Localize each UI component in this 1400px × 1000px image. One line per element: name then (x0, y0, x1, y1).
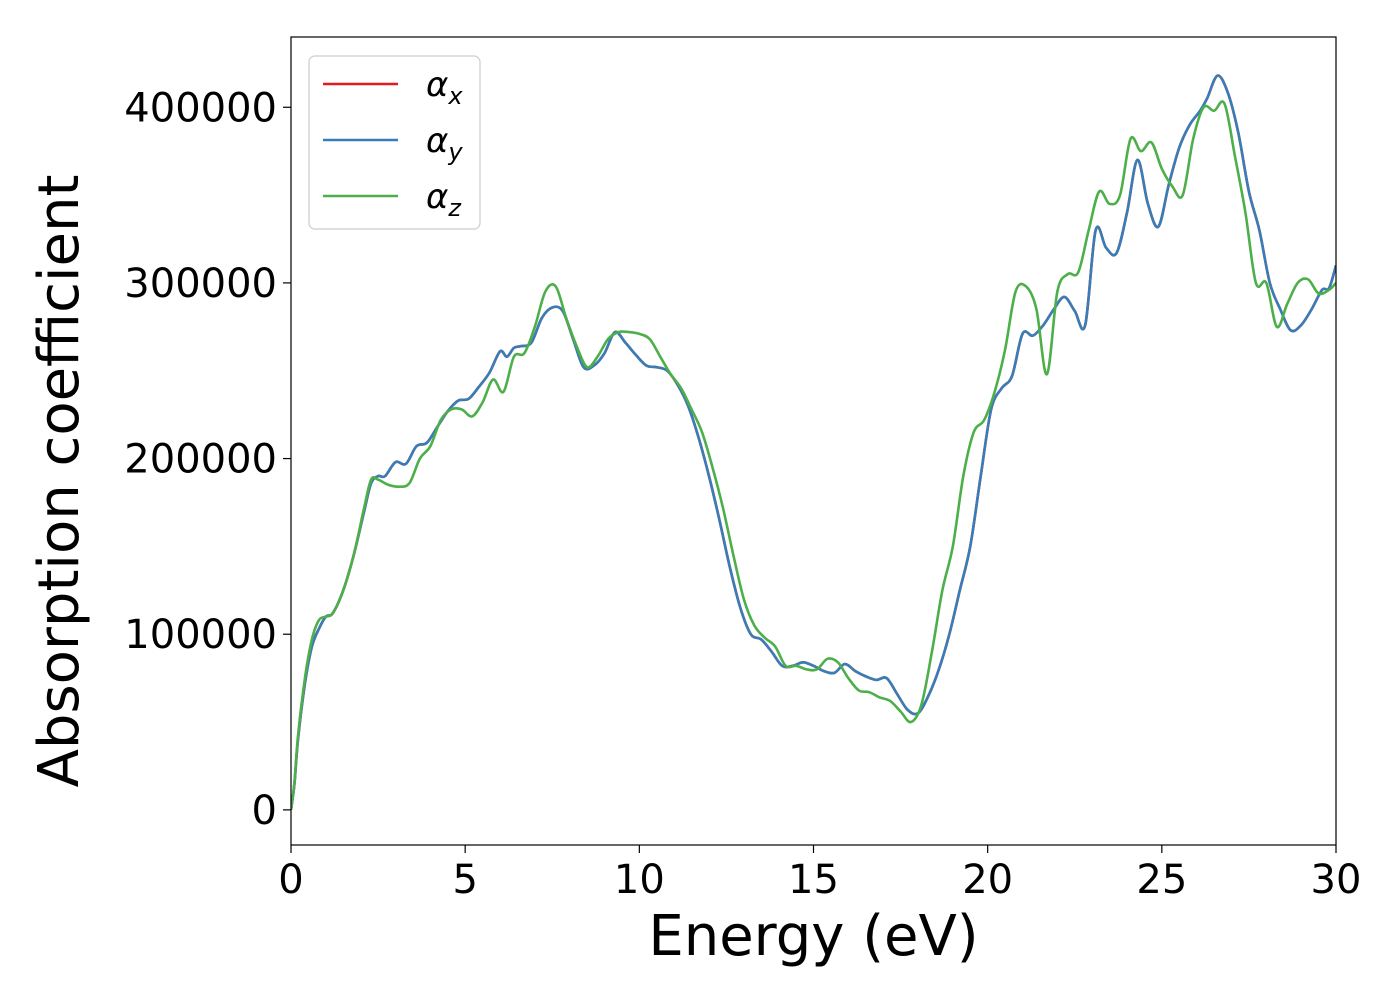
x-tick-label: 5 (452, 857, 477, 903)
x-axis-label: Energy (eV) (648, 904, 978, 969)
series-line-z (291, 100, 1336, 811)
x-tick-label: 25 (1136, 857, 1187, 903)
legend-label-x: αx (426, 65, 463, 110)
y-tick-label: 200000 (124, 437, 277, 483)
legend-label-main: α (426, 121, 448, 161)
x-tick-label: 15 (788, 857, 839, 903)
legend-label-z: αz (426, 177, 462, 222)
y-tick-label: 0 (252, 788, 277, 834)
y-tick-label: 400000 (124, 85, 277, 131)
x-tick-label: 20 (962, 857, 1013, 903)
legend-box (308, 55, 481, 230)
x-tick-label: 10 (614, 857, 665, 903)
legend-label-sub: z (447, 194, 462, 222)
legend-label-y: αy (426, 121, 463, 166)
legend-label-main: α (426, 65, 448, 105)
x-tick-label: 30 (1311, 857, 1362, 903)
x-tick-label: 0 (278, 857, 303, 903)
y-axis: 0 100000 200000 300000 400000 (124, 85, 291, 834)
legend-label-main: α (426, 177, 448, 217)
y-tick-label: 300000 (124, 261, 277, 307)
y-axis-label: Absorption coefficient (27, 175, 92, 788)
series-layer (291, 74, 1336, 811)
legend-label-sub: y (447, 138, 463, 166)
y-tick-label: 100000 (124, 612, 277, 658)
x-axis: 0 5 10 15 20 25 30 (278, 845, 1361, 903)
legend-label-sub: x (447, 82, 463, 110)
